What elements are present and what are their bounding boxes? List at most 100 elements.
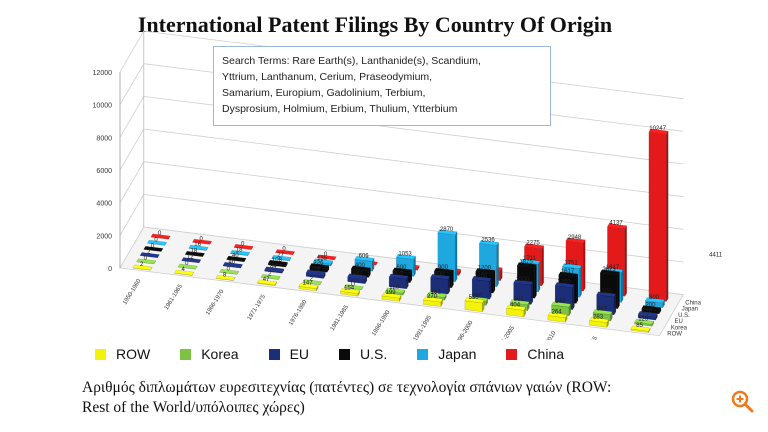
- data-label: 900: [438, 265, 449, 271]
- zoom-in-icon[interactable]: [729, 388, 755, 414]
- bar-us-3: [267, 259, 288, 268]
- bar-top: [565, 237, 586, 244]
- bar-side: [541, 244, 544, 287]
- chart-legend: ROW Korea EU U.S. Japan China: [95, 344, 695, 364]
- bar-top: [513, 279, 534, 286]
- depth-label: U.S.: [678, 313, 690, 319]
- bar-side: [530, 281, 534, 306]
- bar-japan-12: [644, 297, 665, 309]
- bar-china-12: [648, 128, 669, 303]
- bar-eu-3: [264, 266, 285, 275]
- legend-swatch: [339, 348, 351, 360]
- bar-top: [350, 265, 371, 272]
- bar-eu-8: [471, 275, 492, 301]
- data-label: 1817: [606, 265, 620, 271]
- bar-top: [305, 269, 326, 276]
- bar-korea-6: [385, 287, 406, 296]
- bar-top: [309, 263, 330, 269]
- data-label: 2536: [481, 237, 495, 243]
- data-label: 18: [191, 248, 198, 254]
- data-label: 199: [386, 290, 397, 296]
- bar-top: [316, 254, 337, 261]
- bar-top: [275, 249, 296, 255]
- legend-label: U.S.: [360, 346, 388, 362]
- bar-top: [433, 267, 454, 274]
- data-label: 283: [593, 315, 604, 321]
- legend-label: ROW: [116, 346, 151, 362]
- bar-side: [538, 260, 541, 293]
- data-label: 226: [313, 261, 324, 267]
- caption-line: Rest of the World/υπόλοιπες χώρες): [82, 399, 305, 416]
- bar-china-1: [192, 238, 213, 245]
- bar-top: [385, 287, 406, 294]
- bar-row-0: [132, 264, 153, 271]
- data-label: 147: [303, 280, 314, 286]
- data-label: 2: [310, 277, 314, 283]
- legend-label: Japan: [438, 346, 477, 362]
- depth-label: Japan: [682, 307, 698, 313]
- data-label: 0: [185, 261, 189, 267]
- data-label: 135: [317, 256, 328, 262]
- data-label: 200: [645, 303, 656, 309]
- data-label-extra: 4411: [709, 253, 723, 259]
- data-label: 0: [154, 237, 158, 243]
- data-label: 264: [552, 310, 563, 316]
- data-label: 300: [351, 271, 362, 277]
- bar-top: [215, 274, 236, 281]
- x-tick-label: 1971-1975: [247, 294, 268, 322]
- bar-us-12: [641, 305, 662, 315]
- x-tick-label: 1996-2000: [454, 320, 475, 340]
- bar-side: [624, 224, 627, 298]
- bar-top: [392, 267, 413, 274]
- legend-item-japan: Japan: [417, 346, 476, 362]
- bar-top: [271, 254, 292, 261]
- bar-row-9: [506, 304, 527, 318]
- data-label: 108: [272, 257, 283, 263]
- bar-top: [596, 291, 617, 298]
- data-label: 2870: [440, 227, 454, 233]
- x-tick-label: 2006-2010: [537, 330, 558, 340]
- bar-top: [132, 264, 153, 271]
- bar-top: [188, 244, 209, 251]
- legend-item-us: U.S.: [339, 346, 387, 362]
- bar-top: [395, 253, 416, 260]
- bar-china-3: [275, 249, 296, 255]
- data-label: 10247: [649, 126, 666, 132]
- bar-top: [267, 259, 288, 266]
- bar-side: [489, 277, 492, 301]
- data-label: 387: [597, 307, 608, 313]
- bar-top: [551, 301, 572, 308]
- bar-top: [430, 273, 451, 280]
- data-label: 540: [555, 299, 566, 305]
- bar-side: [534, 263, 537, 300]
- y-tick-label: 12000: [93, 70, 113, 77]
- data-label: 300: [649, 295, 660, 301]
- bar-top: [136, 258, 157, 265]
- legend-item-korea: Korea: [180, 346, 239, 362]
- legend-item-china: China: [506, 346, 564, 362]
- data-label: 2948: [568, 235, 582, 241]
- x-tick-label: 1981-1985: [330, 304, 351, 332]
- x-tick-label: 1950-1960: [122, 278, 143, 306]
- bar-top: [260, 273, 281, 280]
- x-tick-label: 2011-2015: [579, 335, 599, 340]
- depth-label: Korea: [671, 325, 688, 331]
- bar-top: [634, 318, 655, 325]
- x-tick-label: 1986-1990: [371, 309, 392, 337]
- data-label: 0: [200, 236, 204, 242]
- bar-top: [174, 269, 195, 276]
- bar-eu-4: [305, 269, 326, 280]
- bar-top: [229, 249, 250, 256]
- bar-top: [520, 258, 541, 265]
- data-label: 12: [187, 255, 194, 261]
- bar-top: [222, 261, 243, 268]
- bar-top: [648, 128, 669, 135]
- bar-top: [298, 283, 319, 289]
- chart-title: International Patent Filings By Country …: [137, 12, 613, 37]
- data-label: 1617: [561, 269, 575, 275]
- bar-side: [583, 239, 586, 292]
- bar-korea-0: [136, 258, 157, 265]
- legend-swatch: [180, 348, 192, 360]
- bar-top: [644, 297, 665, 304]
